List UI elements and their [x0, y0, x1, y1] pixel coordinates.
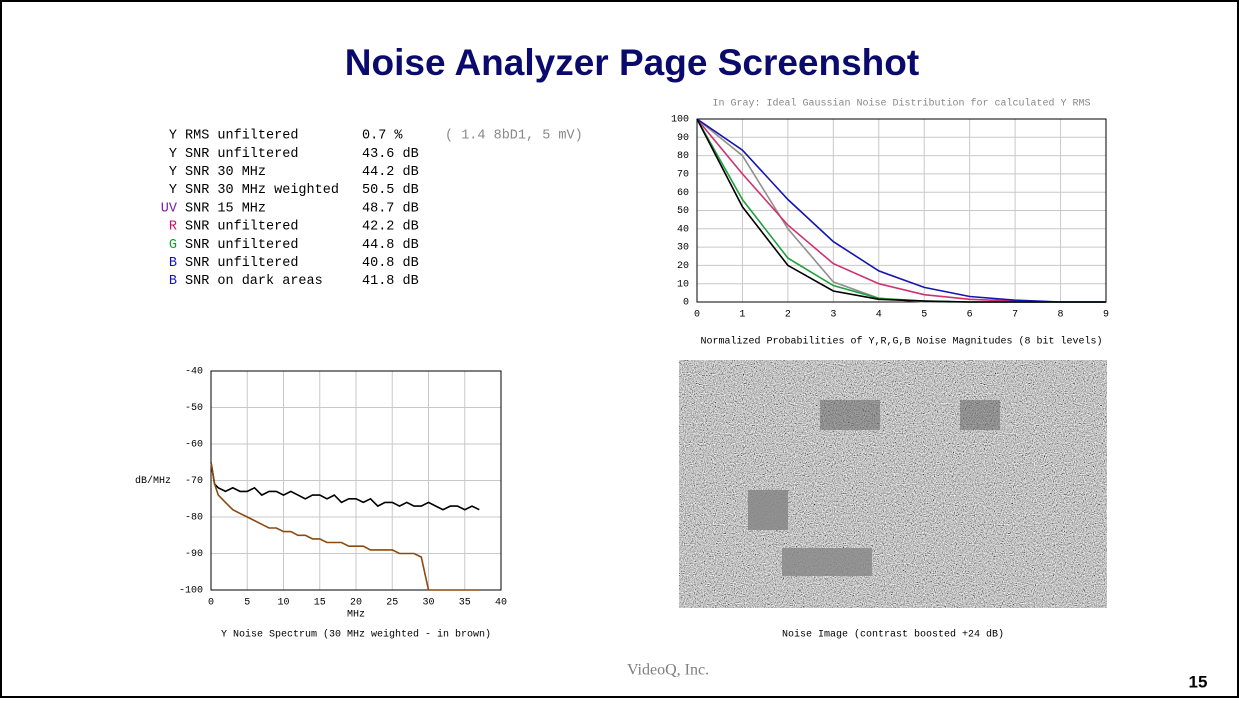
x-tick-label: 2 — [785, 310, 791, 321]
noise-patch — [820, 400, 880, 430]
x-tick-label: 5 — [244, 598, 250, 609]
x-tick-label: 20 — [350, 598, 362, 609]
noise-patch — [748, 490, 788, 530]
measure-label: RMS unfiltered — [185, 129, 298, 144]
noise-pattern — [679, 360, 1107, 608]
measure-value: 42.2 dB — [362, 220, 419, 235]
chart-title: Y Noise Spectrum (30 MHz weighted - in b… — [221, 629, 491, 641]
channel: G — [169, 238, 177, 253]
x-tick-label: 7 — [1012, 310, 1018, 321]
noise-image-caption: Noise Image (contrast boosted +24 dB) — [782, 629, 1004, 641]
x-tick-label: 5 — [921, 310, 927, 321]
channel: R — [169, 220, 177, 235]
measure-value: 48.7 dB — [362, 201, 419, 216]
noise-patch — [960, 400, 1000, 430]
y-tick-label: 40 — [677, 224, 689, 235]
channel: Y — [169, 129, 177, 144]
y-tick-label: -100 — [179, 586, 203, 597]
channel: Y — [169, 165, 177, 180]
y-tick-label: -70 — [185, 476, 203, 487]
footer: VideoQ, Inc. — [627, 662, 709, 679]
page-number: 15 — [1189, 672, 1208, 691]
measure-label: SNR on dark areas — [185, 274, 323, 289]
measure-note: ( 1.4 8bD1, 5 mV) — [445, 129, 583, 144]
y-tick-label: -40 — [185, 367, 203, 378]
measure-value: 44.2 dB — [362, 165, 419, 180]
measure-value: 0.7 % — [362, 129, 403, 144]
x-tick-label: 0 — [694, 310, 700, 321]
x-tick-label: 25 — [386, 598, 398, 609]
x-tick-label: 1 — [739, 310, 745, 321]
x-tick-label: 10 — [277, 598, 289, 609]
y-tick-label: -50 — [185, 403, 203, 414]
channel: B — [169, 256, 177, 271]
x-axis-label: MHz — [347, 610, 365, 621]
y-tick-label: 90 — [677, 133, 689, 144]
slide: Noise Analyzer Page Screenshot Noise Ima… — [0, 0, 1239, 698]
y-tick-label: 20 — [677, 261, 689, 272]
y-tick-label: 60 — [677, 188, 689, 199]
x-tick-label: 40 — [495, 598, 507, 609]
channel: Y — [169, 147, 177, 162]
y-tick-label: 50 — [677, 206, 689, 217]
measure-label: SNR unfiltered — [185, 220, 298, 235]
x-tick-label: 6 — [967, 310, 973, 321]
channel: UV — [161, 201, 178, 216]
y-tick-label: 0 — [683, 298, 689, 309]
x-tick-label: 0 — [208, 598, 214, 609]
y-tick-label: -60 — [185, 440, 203, 451]
x-tick-label: 15 — [314, 598, 326, 609]
chart-subtitle: In Gray: Ideal Gaussian Noise Distributi… — [712, 98, 1090, 110]
measure-label: SNR unfiltered — [185, 256, 298, 271]
measure-value: 43.6 dB — [362, 147, 419, 162]
channel: B — [169, 274, 177, 289]
y-tick-label: -80 — [185, 513, 203, 524]
measure-value: 40.8 dB — [362, 256, 419, 271]
y-tick-label: 70 — [677, 170, 689, 181]
x-tick-label: 3 — [830, 310, 836, 321]
measure-value: 50.5 dB — [362, 183, 419, 198]
noise-image — [679, 360, 1107, 608]
x-tick-label: 8 — [1058, 310, 1064, 321]
y-tick-label: -90 — [185, 549, 203, 560]
measure-label: SNR unfiltered — [185, 147, 298, 162]
measure-label: SNR unfiltered — [185, 238, 298, 253]
noise-patch — [782, 548, 872, 576]
y-axis-label: dB/MHz — [135, 475, 171, 487]
x-axis-label: Normalized Probabilities of Y,R,G,B Nois… — [700, 336, 1102, 348]
measure-value: 44.8 dB — [362, 238, 419, 253]
x-tick-label: 30 — [422, 598, 434, 609]
y-tick-label: 30 — [677, 243, 689, 254]
measure-value: 41.8 dB — [362, 274, 419, 289]
y-tick-label: 10 — [677, 279, 689, 290]
y-tick-label: 80 — [677, 151, 689, 162]
measure-label: SNR 30 MHz — [185, 165, 266, 180]
slide-title: Noise Analyzer Page Screenshot — [345, 42, 919, 83]
x-tick-label: 9 — [1103, 310, 1109, 321]
y-tick-label: 100 — [671, 115, 689, 126]
x-tick-label: 4 — [876, 310, 882, 321]
measure-label: SNR 15 MHz — [185, 201, 266, 216]
measure-label: SNR 30 MHz weighted — [185, 183, 339, 198]
x-tick-label: 35 — [459, 598, 471, 609]
channel: Y — [169, 183, 177, 198]
